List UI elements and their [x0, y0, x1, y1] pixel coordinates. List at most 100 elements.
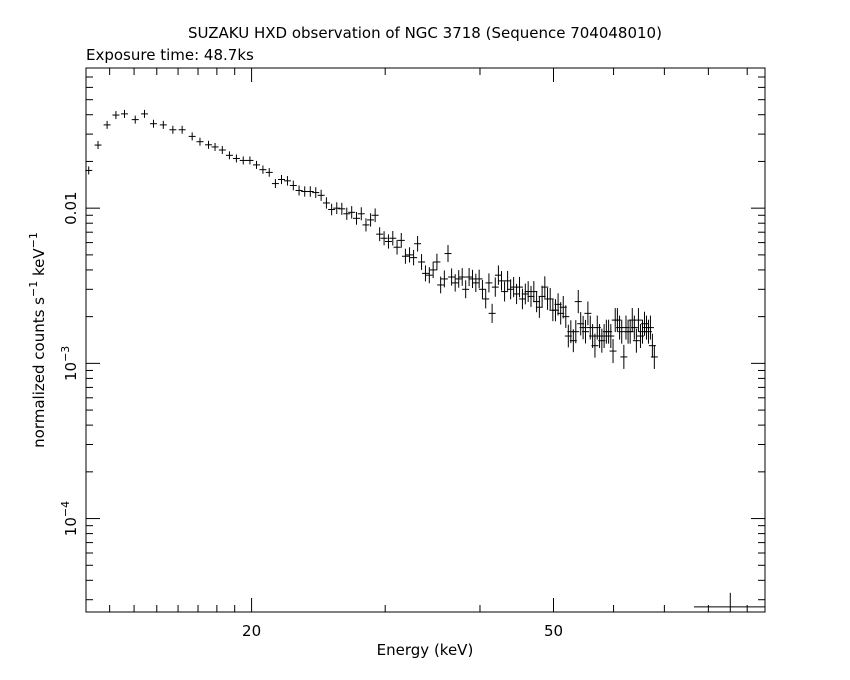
- plot-frame: [85, 67, 766, 613]
- data-point: [465, 267, 473, 287]
- data-point: [584, 301, 592, 326]
- data-point: [353, 211, 361, 225]
- data-point: [429, 261, 437, 279]
- data-point: [85, 166, 93, 175]
- data-point: [232, 154, 240, 163]
- data-point: [521, 283, 529, 305]
- chart-subtitle: Exposure time: 48.7ks: [86, 46, 254, 64]
- data-point: [562, 305, 570, 328]
- data-point: [572, 320, 580, 344]
- data-point: [462, 280, 470, 299]
- data-point: [646, 315, 654, 340]
- y-axis-label: normalized counts s−1 keV−1: [27, 232, 48, 448]
- data-point: [504, 270, 512, 291]
- data-point: [607, 324, 615, 349]
- data-point: [376, 227, 384, 242]
- data-point: [112, 111, 120, 120]
- data-point: [458, 268, 466, 286]
- data-point: [306, 186, 314, 197]
- data-point: [289, 180, 297, 191]
- data-point: [535, 296, 543, 318]
- data-point: [414, 235, 422, 252]
- data-point: [472, 273, 480, 293]
- data-point: [338, 202, 346, 215]
- data-point: [188, 132, 196, 141]
- data-point: [418, 254, 426, 270]
- data-point: [312, 187, 320, 198]
- data-point: [451, 274, 459, 292]
- data-point: [211, 142, 219, 151]
- x-tick-label: 20: [242, 622, 261, 640]
- data-point: [620, 344, 628, 369]
- data-point: [103, 120, 111, 129]
- y-axis-label-exp2: −1: [27, 232, 40, 248]
- y-tick-label: 10−4: [59, 501, 80, 536]
- data-point: [498, 271, 506, 291]
- data-point: [440, 270, 448, 288]
- x-tick-label: 50: [544, 622, 563, 640]
- x-axis-label: Energy (keV): [377, 641, 474, 659]
- data-point: [328, 203, 336, 216]
- data-point: [389, 231, 397, 246]
- data-point: [485, 273, 493, 293]
- data-point: [131, 115, 139, 124]
- data-point: [455, 270, 463, 288]
- data-point: [491, 277, 499, 297]
- data-point: [205, 140, 213, 149]
- data-point: [488, 303, 496, 323]
- data-point: [650, 344, 658, 369]
- data-point: [546, 288, 554, 310]
- y-tick-label: 0.01: [62, 191, 80, 224]
- data-point: [444, 245, 452, 263]
- data-point: [518, 288, 526, 310]
- data-point: [591, 333, 599, 358]
- data-point: [283, 176, 291, 186]
- data-point: [196, 137, 204, 146]
- data-point: [140, 109, 148, 118]
- data-point: [239, 156, 247, 165]
- data-point: [630, 315, 638, 340]
- data-point: [169, 125, 177, 134]
- data-point: [94, 141, 102, 150]
- data-point: [343, 207, 351, 220]
- data-point: [507, 279, 515, 300]
- data-point: [406, 247, 414, 263]
- data-point: [618, 319, 626, 344]
- data-point: [295, 185, 303, 196]
- axis-ticks: 20 50 10−4 10−3 0.01: [59, 67, 765, 640]
- data-point: [252, 160, 260, 169]
- data-point: [322, 197, 330, 209]
- data-point: [362, 218, 370, 232]
- y-axis-label-main: normalized counts s: [30, 297, 48, 448]
- data-point: [271, 179, 279, 189]
- data-point: [482, 289, 490, 309]
- data-point: [609, 339, 617, 364]
- data-point: [159, 120, 167, 129]
- data-point: [541, 276, 549, 298]
- data-point: [634, 308, 642, 333]
- data-point: [433, 253, 441, 271]
- data-point: [121, 109, 129, 118]
- data-point: [259, 165, 267, 174]
- data-point: [384, 234, 392, 249]
- data-point: [367, 213, 375, 227]
- data-point: [574, 290, 582, 314]
- data-point: [371, 208, 379, 223]
- y-tick-label: 10−3: [59, 346, 80, 381]
- data-point: [380, 231, 388, 246]
- data-point: [478, 279, 486, 299]
- data-point: [265, 168, 273, 177]
- data-point: [410, 249, 418, 266]
- data-point: [277, 174, 285, 185]
- data-point: [421, 265, 429, 282]
- data-point: [437, 276, 445, 294]
- data-point: [246, 156, 254, 165]
- data-point-wide-bin: [694, 592, 765, 612]
- data-point: [501, 281, 509, 302]
- data-point: [218, 145, 226, 154]
- chart-title: SUZAKU HXD observation of NGC 3718 (Sequ…: [188, 24, 662, 42]
- data-point: [475, 269, 483, 289]
- data-point: [333, 202, 341, 215]
- data-points: [85, 109, 765, 612]
